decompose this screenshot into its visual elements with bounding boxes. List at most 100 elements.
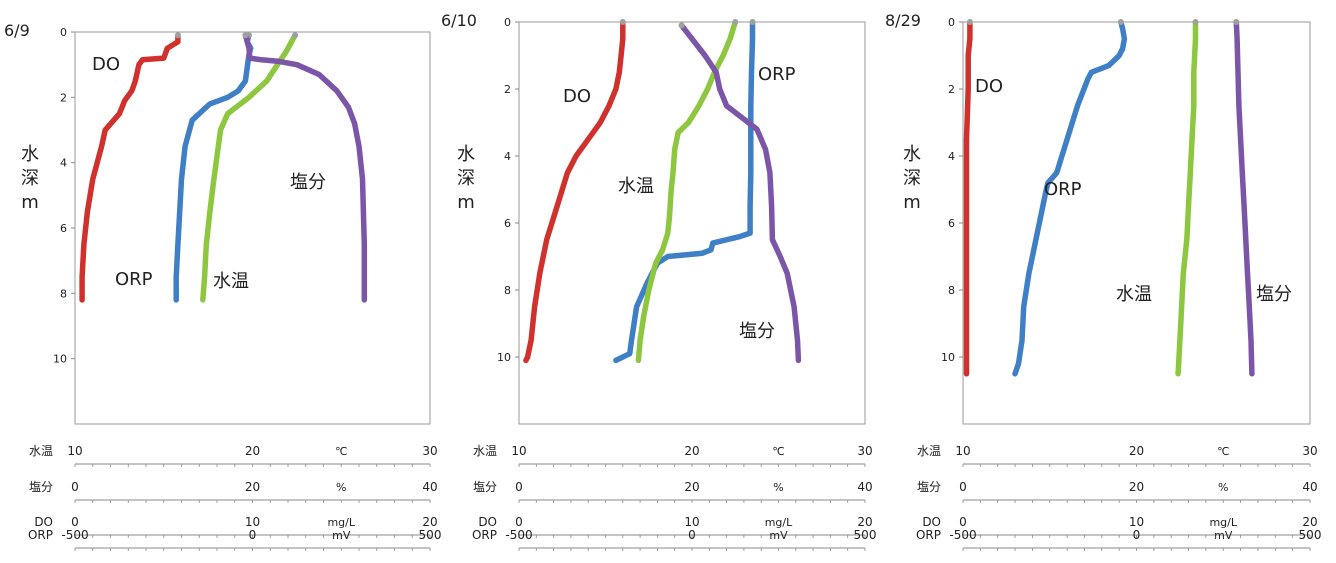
x-axis-塩分: 塩分 0 20 40% xyxy=(917,479,1318,503)
x-axis-unit: mg/L xyxy=(765,516,793,529)
x-axis-DO: DO 0 10 20 mg/L xyxy=(34,515,438,538)
depth-axis-label-char: 水 xyxy=(903,144,921,165)
series-line-塩分 xyxy=(1233,19,1255,377)
x-axis-name: 塩分 xyxy=(473,479,497,494)
x-axis-tick-label: 30 xyxy=(857,444,872,458)
x-axis-tick-label: 10 xyxy=(245,515,260,529)
depth-axis-label-char: m xyxy=(457,192,475,213)
x-axis-tick-label: 20 xyxy=(1129,444,1144,458)
series-start-marker xyxy=(1233,19,1240,25)
depth-tick-label: 8 xyxy=(504,284,511,297)
depth-tick-label: 8 xyxy=(60,287,67,300)
series-line-ORP xyxy=(1012,19,1128,377)
x-axis-tick-label: 500 xyxy=(854,528,877,542)
panel-date: 6/9 xyxy=(4,21,30,40)
series-label-ORP: ORP xyxy=(115,269,153,290)
depth-tick-label: 10 xyxy=(941,351,955,364)
series-line-水温 xyxy=(1175,19,1199,377)
x-axis-tick-label: 10 xyxy=(511,444,526,458)
x-axis-tick-label: 20 xyxy=(1129,480,1144,494)
depth-tick-label: 8 xyxy=(948,284,955,297)
x-axis-tick-label: 0 xyxy=(249,528,257,542)
series-start-marker xyxy=(1192,19,1199,25)
depth-tick-label: 2 xyxy=(60,91,67,104)
x-axis-unit: ℃ xyxy=(335,445,347,458)
x-axis-tick-label: 20 xyxy=(684,444,699,458)
series-line-塩分 xyxy=(678,22,802,364)
x-axis-tick-label: 20 xyxy=(245,444,260,458)
x-axis-name: 塩分 xyxy=(917,479,941,494)
x-axis-tick-label: 40 xyxy=(857,480,872,494)
series-label-水温: 水温 xyxy=(618,176,654,197)
series-label-ORP: ORP xyxy=(758,64,796,85)
x-axis-tick-label: 20 xyxy=(245,480,260,494)
x-axis-tick-label: -500 xyxy=(505,528,532,542)
series-label-塩分: 塩分 xyxy=(1256,284,1292,305)
depth-axis-label-char: 深 xyxy=(21,168,39,189)
x-axis-tick-label: -500 xyxy=(61,528,88,542)
depth-tick-label: 10 xyxy=(53,353,67,366)
x-axis-tick-label: 0 xyxy=(688,528,696,542)
x-axis-tick-label: -500 xyxy=(949,528,976,542)
depth-tick-label: 0 xyxy=(948,16,955,29)
depth-axis-label-char: m xyxy=(21,192,39,213)
x-axis-塩分: 塩分 0 20 40% xyxy=(473,479,873,503)
series-line-DO xyxy=(523,19,626,364)
x-axis-unit: mV xyxy=(1214,529,1233,542)
depth-tick-label: 6 xyxy=(948,217,955,230)
x-axis-unit: mV xyxy=(332,529,351,542)
x-axis-tick-label: 40 xyxy=(422,480,437,494)
depth-tick-label: 4 xyxy=(504,150,511,163)
depth-tick-label: 2 xyxy=(948,83,955,96)
x-axis-name: 塩分 xyxy=(29,479,53,494)
x-axis-塩分: 塩分 0 20 40% xyxy=(29,479,438,503)
depth-axis-label-char: 水 xyxy=(21,144,39,165)
x-axis-unit: mV xyxy=(769,529,788,542)
depth-axis-label-char: m xyxy=(903,192,921,213)
series-line-水温 xyxy=(200,32,298,303)
x-axis-tick-label: 10 xyxy=(67,444,82,458)
series-label-塩分: 塩分 xyxy=(290,172,326,193)
depth-tick-label: 10 xyxy=(497,351,511,364)
x-axis-tick-label: 40 xyxy=(1302,480,1317,494)
depth-tick-label: 6 xyxy=(504,217,511,230)
series-label-DO: DO xyxy=(975,76,1003,97)
x-axis-tick-label: 0 xyxy=(71,515,79,529)
x-axis-name: 水温 xyxy=(473,444,497,458)
series-line-ORP xyxy=(613,19,756,364)
depth-tick-label: 0 xyxy=(60,26,67,39)
plot-area xyxy=(518,21,866,425)
series-start-marker xyxy=(678,22,685,29)
x-axis-name: 水温 xyxy=(917,444,941,458)
x-axis-name: 水温 xyxy=(29,444,53,458)
x-axis-unit: % xyxy=(1218,481,1228,494)
x-axis-tick-label: 0 xyxy=(1133,528,1141,542)
x-axis-tick-label: 10 xyxy=(955,444,970,458)
series-start-marker xyxy=(174,32,181,39)
x-axis-tick-label: 0 xyxy=(515,480,523,494)
x-axis-unit: mg/L xyxy=(1209,516,1237,529)
x-axis-水温: 水温 10 20 30 ℃ xyxy=(917,444,1318,467)
series-start-marker xyxy=(732,19,739,25)
x-axis-unit: % xyxy=(336,481,346,494)
x-axis-tick-label: 20 xyxy=(1302,515,1317,529)
depth-tick-label: 2 xyxy=(504,83,511,96)
x-axis-水温: 水温 10 20 30 ℃ xyxy=(29,444,438,467)
x-axis-tick-label: 20 xyxy=(422,515,437,529)
x-axis-name: ORP xyxy=(28,528,53,542)
x-axis-name: ORP xyxy=(472,528,497,542)
x-axis-unit: ℃ xyxy=(1217,445,1229,458)
series-line-塩分 xyxy=(242,32,368,303)
depth-tick-label: 4 xyxy=(948,150,955,163)
series-line-DO xyxy=(79,32,181,303)
x-axis-tick-label: 0 xyxy=(515,515,523,529)
x-axis-tick-label: 0 xyxy=(71,480,79,494)
x-axis-unit: mg/L xyxy=(327,516,355,529)
series-label-水温: 水温 xyxy=(213,271,249,292)
x-axis-ORP: ORP -500 0 500 mV xyxy=(916,528,1321,551)
x-axis-tick-label: 30 xyxy=(422,444,437,458)
depth-tick-label: 4 xyxy=(60,157,67,170)
